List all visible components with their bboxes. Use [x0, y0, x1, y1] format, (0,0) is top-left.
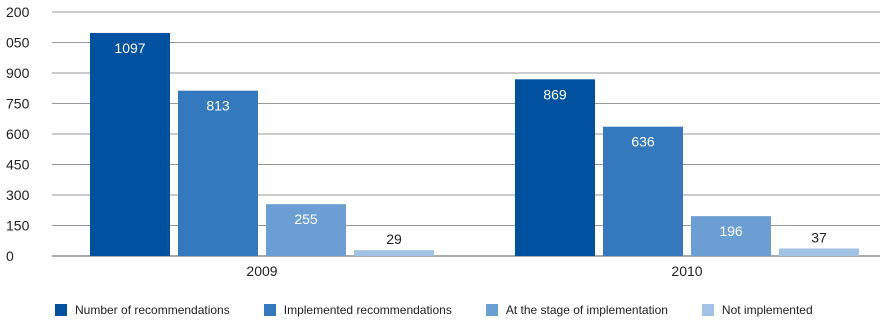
legend-swatch: [55, 304, 67, 316]
bar: [90, 33, 170, 256]
chart-legend: Number of recommendations Implemented rec…: [55, 302, 847, 318]
data-label: 29: [386, 231, 402, 247]
legend-item: At the stage of implementation: [486, 303, 668, 317]
y-tick-label: 0: [6, 248, 14, 264]
y-tick-label: 200: [6, 4, 30, 20]
legend-swatch: [702, 304, 714, 316]
y-tick-label: 450: [6, 157, 30, 173]
legend-item: Number of recommendations: [55, 303, 230, 317]
y-tick-label: 750: [6, 96, 30, 112]
data-label: 255: [294, 211, 318, 227]
x-category-label: 2010: [671, 263, 702, 279]
legend-label: Number of recommendations: [75, 303, 230, 317]
legend-swatch: [264, 304, 276, 316]
y-tick-label: 300: [6, 187, 30, 203]
data-label: 1097: [114, 40, 145, 56]
x-category-label: 2009: [246, 263, 277, 279]
legend-item: Implemented recommendations: [264, 303, 452, 317]
y-tick-label: 600: [6, 126, 30, 142]
bar: [178, 91, 258, 256]
legend-item: Not implemented: [702, 303, 813, 317]
bar: [354, 250, 434, 256]
legend-label: At the stage of implementation: [506, 303, 668, 317]
legend-label: Implemented recommendations: [284, 303, 452, 317]
data-label: 37: [811, 229, 827, 245]
y-tick-label: 050: [6, 35, 30, 51]
data-label: 813: [206, 98, 230, 114]
data-label: 196: [719, 223, 743, 239]
bar: [515, 79, 595, 256]
legend-label: Not implemented: [722, 303, 813, 317]
bar: [779, 248, 859, 256]
y-tick-label: 150: [6, 218, 30, 234]
legend-swatch: [486, 304, 498, 316]
y-tick-label: 900: [6, 65, 30, 81]
data-label: 869: [543, 86, 567, 102]
data-label: 636: [631, 134, 655, 150]
